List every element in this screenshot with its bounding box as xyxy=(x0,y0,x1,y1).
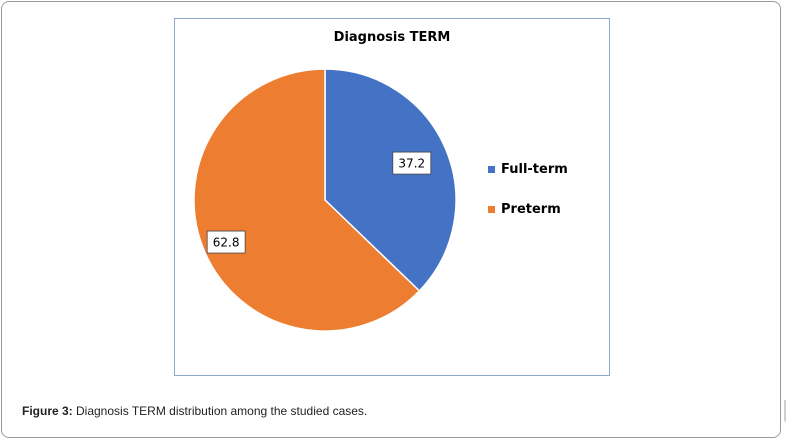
legend-item-full-term: Full-term xyxy=(488,159,568,179)
corner-decoration: ┃ xyxy=(780,401,786,422)
legend-swatch-full-term xyxy=(488,165,495,173)
svg-text:62.8: 62.8 xyxy=(213,236,240,250)
legend-label-full-term: Full-term xyxy=(501,161,568,177)
figure-caption: Figure 3: Diagnosis TERM distribution am… xyxy=(22,404,367,418)
caption-label: Figure 3: xyxy=(22,404,73,418)
legend-item-preterm: Preterm xyxy=(488,199,568,219)
pie-slice-full-term xyxy=(324,68,457,292)
caption-text: Diagnosis TERM distribution among the st… xyxy=(72,404,368,418)
data-label-full-term: 37.2 xyxy=(392,151,432,175)
pie-chart: 37.2 62.8 xyxy=(193,68,457,332)
data-label-preterm: 62.8 xyxy=(206,230,246,254)
pie-slice-preterm xyxy=(193,68,421,332)
legend: Full-term Preterm xyxy=(488,159,568,239)
svg-text:37.2: 37.2 xyxy=(398,157,425,171)
legend-swatch-preterm xyxy=(488,205,495,213)
chart-title: Diagnosis TERM xyxy=(333,30,451,45)
legend-label-preterm: Preterm xyxy=(501,201,561,217)
chart-area: Diagnosis TERM 37.2 62.8 Full-term Preter… xyxy=(174,18,610,376)
